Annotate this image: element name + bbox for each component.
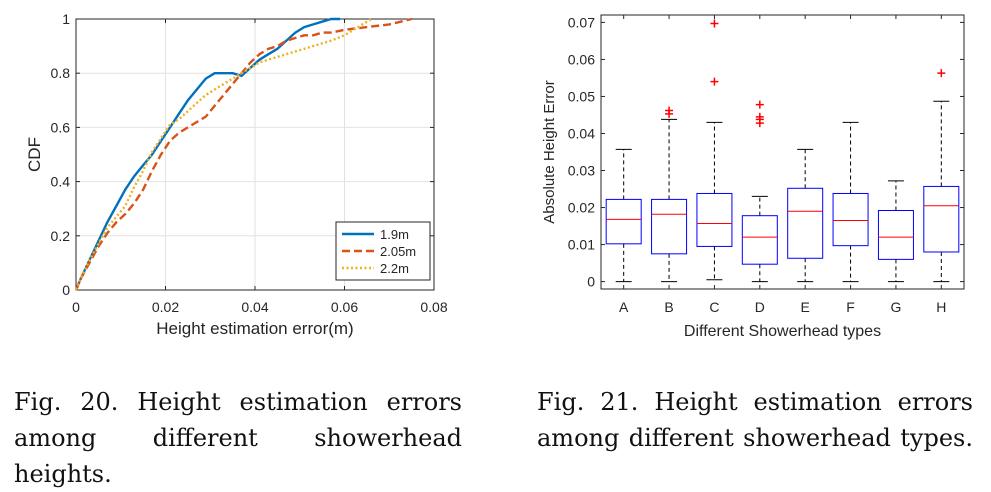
boxplot-chart: 0 0.01 0.02 0.03 0.04 0.05 0.06 0.07 A B C D E F G H Dif… <box>541 14 965 340</box>
y-tick-label: 0.07 <box>568 14 595 30</box>
y-tick-label: 0.8 <box>51 65 71 81</box>
box-outlier <box>937 69 946 78</box>
x-tick-label: 0 <box>72 299 80 315</box>
box-outlier <box>755 100 764 109</box>
legend-label-0: 1.9m <box>380 227 409 242</box>
x-tick-label: A <box>619 299 629 315</box>
y-tick-label: 0.05 <box>568 88 595 104</box>
box-iqr <box>741 215 778 265</box>
x-axis-label: Height estimation error(m) <box>156 319 353 338</box>
y-tick-label: 0.6 <box>51 119 71 135</box>
y-tick-label: 0.03 <box>568 163 595 179</box>
x-tick-label: H <box>936 299 946 315</box>
plot-frame <box>600 14 965 290</box>
box-iqr <box>832 192 869 247</box>
box-outlier <box>710 77 719 86</box>
cdf-chart: 0 0.02 0.04 0.06 0.08 0 0.2 0.4 0.6 0.8 1 Height es… <box>25 11 448 338</box>
x-tick-label: 0.04 <box>241 299 268 315</box>
y-tick-label: 0.01 <box>568 237 595 253</box>
box-iqr <box>877 210 914 260</box>
series-line-2 <box>74 17 373 291</box>
legend-label-1: 2.05m <box>380 244 416 259</box>
box-iqr <box>651 198 688 255</box>
legend-box <box>335 221 431 281</box>
box-iqr <box>923 185 960 253</box>
y-tick-label: 0.02 <box>568 200 595 216</box>
figure-21-caption: Fig. 21. Height estimation errors among … <box>537 388 973 452</box>
y-tick-label: 0 <box>587 274 595 290</box>
series-line-1 <box>74 17 412 291</box>
x-tick-label: D <box>755 299 765 315</box>
x-tick-label: F <box>846 299 855 315</box>
y-tick-label: 0.04 <box>568 125 595 141</box>
y-axis-label: CDF <box>25 137 44 172</box>
box-iqr <box>787 187 824 259</box>
box-outlier <box>710 19 719 28</box>
x-tick-label: G <box>890 299 901 315</box>
y-tick-label: 0.4 <box>51 174 71 190</box>
figure-20-caption: Fig. 20. Height estimation errors among … <box>14 388 462 488</box>
x-tick-label: B <box>664 299 673 315</box>
x-tick-label: 0.06 <box>331 299 358 315</box>
figure-canvas: 0 0.02 0.04 0.06 0.08 0 0.2 0.4 0.6 0.8 1 Height es… <box>25 11 965 340</box>
y-tick-label: 1 <box>62 11 70 27</box>
x-tick-label: C <box>709 299 719 315</box>
y-tick-label: 0 <box>62 282 70 298</box>
box-outlier <box>665 106 674 115</box>
box-iqr <box>696 192 733 247</box>
y-tick-label: 0.06 <box>568 51 595 67</box>
box-outlier <box>755 112 764 121</box>
x-tick-label: 0.02 <box>152 299 179 315</box>
y-axis-label: Absolute Height Error <box>541 80 558 223</box>
x-axis-label: Different Showerhead types <box>684 323 881 340</box>
x-tick-label: 0.08 <box>420 299 447 315</box>
legend-label-2: 2.2m <box>380 261 409 276</box>
box-iqr <box>605 198 642 245</box>
x-tick-label: E <box>801 299 810 315</box>
y-tick-label: 0.2 <box>51 228 71 244</box>
series-line-0 <box>74 17 340 291</box>
